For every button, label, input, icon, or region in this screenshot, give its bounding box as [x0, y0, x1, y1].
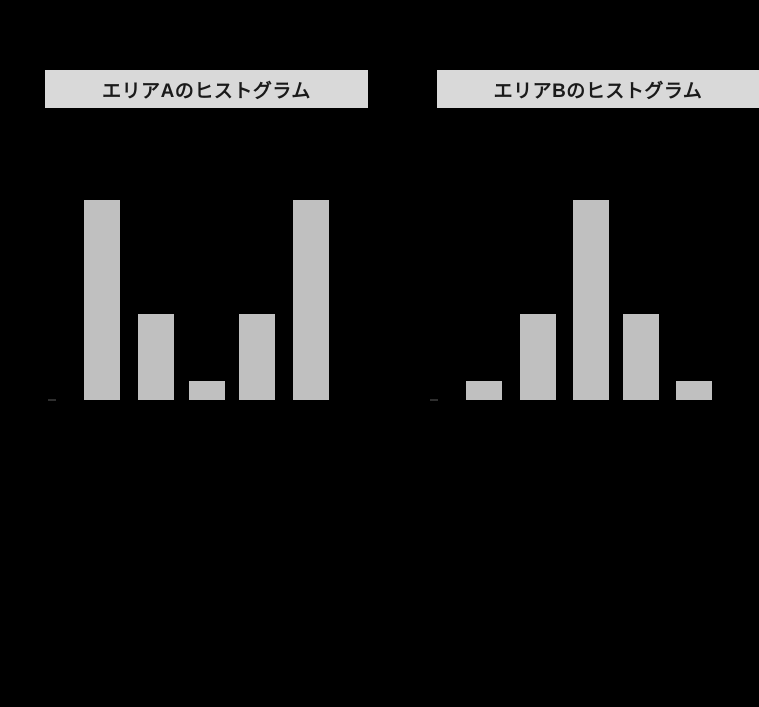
- histogram-bar: [675, 380, 712, 400]
- y-axis-zero-tick: [430, 399, 438, 401]
- histogram-bar: [83, 200, 120, 400]
- chart-title-area-b: エリアBのヒストグラム: [437, 70, 759, 108]
- histogram-bar: [572, 200, 609, 400]
- histogram-bar: [520, 314, 556, 400]
- y-axis-zero-tick: [47, 399, 56, 401]
- histogram-bar: [622, 314, 659, 400]
- histogram-bar: [239, 314, 275, 400]
- histogram-bar: [293, 200, 329, 400]
- histogram-bar: [189, 380, 225, 400]
- histogram-bar: [466, 380, 502, 400]
- histogram-bar: [137, 314, 174, 400]
- chart-title-area-a: エリアAのヒストグラム: [45, 70, 368, 108]
